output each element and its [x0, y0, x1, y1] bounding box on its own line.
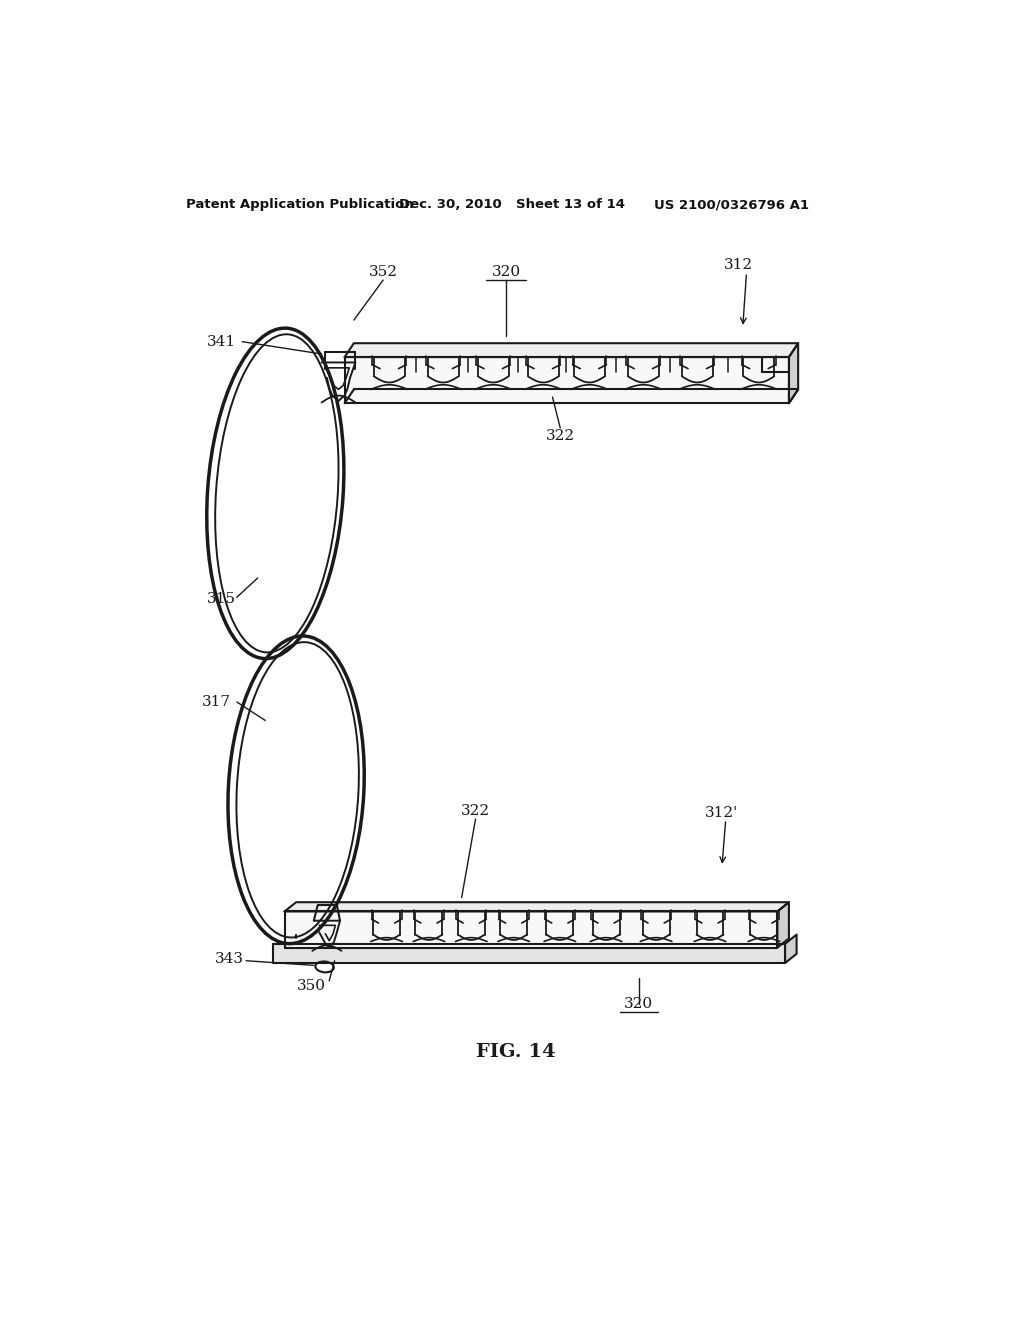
Polygon shape [285, 903, 788, 911]
Text: Patent Application Publication: Patent Application Publication [186, 198, 414, 211]
Polygon shape [777, 903, 788, 948]
Text: 322: 322 [461, 804, 490, 818]
Polygon shape [788, 343, 798, 404]
Polygon shape [273, 944, 785, 964]
Text: US 2100/0326796 A1: US 2100/0326796 A1 [654, 198, 809, 211]
Text: 312: 312 [724, 257, 754, 272]
Text: 317: 317 [203, 696, 231, 709]
Text: 352: 352 [369, 265, 397, 280]
Text: FIG. 14: FIG. 14 [476, 1043, 555, 1060]
Text: Dec. 30, 2010: Dec. 30, 2010 [398, 198, 502, 211]
Polygon shape [785, 935, 797, 964]
Polygon shape [285, 911, 777, 948]
Text: 315: 315 [207, 591, 236, 606]
Text: 320: 320 [492, 265, 521, 280]
Text: 341: 341 [207, 335, 236, 348]
Text: 343: 343 [215, 952, 244, 966]
Text: 350: 350 [297, 979, 326, 993]
Text: 320: 320 [625, 997, 653, 1011]
Text: Sheet 13 of 14: Sheet 13 of 14 [515, 198, 625, 211]
Text: 312': 312' [706, 807, 738, 820]
Polygon shape [345, 343, 798, 358]
Polygon shape [345, 358, 788, 404]
Text: 322: 322 [546, 429, 574, 442]
